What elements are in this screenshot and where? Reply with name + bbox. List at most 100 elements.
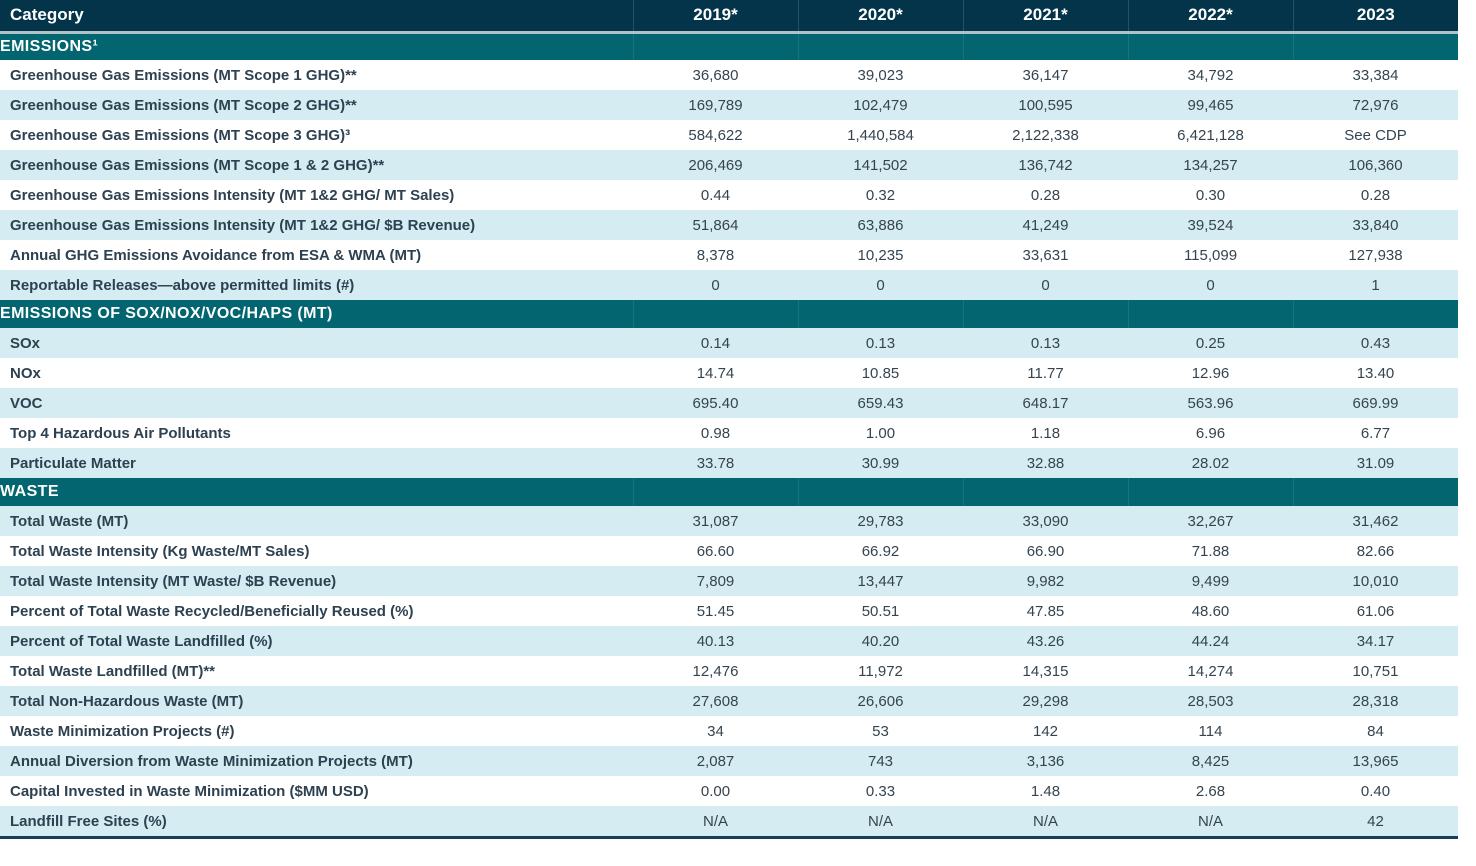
cell-value: 66.90	[1026, 542, 1065, 560]
cell-value: 47.85	[1026, 602, 1065, 620]
cell-value: 100,595	[963, 90, 1128, 120]
row-label: Top 4 Hazardous Air Pollutants	[10, 424, 231, 442]
cell-value: 44.24	[1128, 626, 1293, 656]
row-label: NOx	[10, 364, 41, 382]
table-row: Greenhouse Gas Emissions Intensity (MT 1…	[0, 180, 1458, 210]
cell-value: 0.00	[700, 782, 731, 800]
cell-value: 31,087	[633, 506, 798, 536]
row-label: Percent of Total Waste Landfilled (%)	[0, 626, 633, 656]
cell-value: 8,425	[1128, 746, 1293, 776]
cell-value: 66.92	[861, 542, 900, 560]
cell-value: 659.43	[798, 388, 963, 418]
row-label: Waste Minimization Projects (#)	[10, 722, 235, 740]
row-label: Greenhouse Gas Emissions (MT Scope 1 & 2…	[0, 150, 633, 180]
table-row: Greenhouse Gas Emissions (MT Scope 3 GHG…	[0, 120, 1458, 150]
section-cell	[1292, 478, 1458, 506]
cell-value: 34.17	[1293, 626, 1458, 656]
cell-value: 9,982	[963, 566, 1128, 596]
table-row: Greenhouse Gas Emissions (MT Scope 2 GHG…	[0, 90, 1458, 120]
cell-value: 34	[707, 722, 724, 740]
cell-value: 72,976	[1293, 90, 1458, 120]
table-row: Particulate Matter 33.78 30.99 32.88 28.02 31…	[0, 448, 1458, 478]
cell-value: 48.60	[1191, 602, 1230, 620]
row-label: Greenhouse Gas Emissions (MT Scope 3 GHG…	[10, 126, 351, 144]
cell-value: 31,462	[1293, 506, 1458, 536]
table-row: Capital Invested in Waste Minimization (…	[0, 776, 1458, 806]
cell-value: 169,789	[633, 90, 798, 120]
cell-value: 1	[1293, 270, 1458, 300]
cell-value: 10.85	[861, 364, 900, 382]
cell-value: 28.02	[1128, 448, 1293, 478]
cell-value: 563.96	[1128, 388, 1293, 418]
cell-value: 84	[1367, 722, 1384, 740]
row-label: Total Waste Landfilled (MT)**	[10, 662, 215, 680]
cell-value: 42	[1293, 806, 1458, 836]
section-cell	[1292, 32, 1458, 60]
cell-value: 29,298	[963, 686, 1128, 716]
section-cell	[797, 300, 963, 328]
cell-value: 115,099	[1183, 246, 1238, 264]
table-row: Percent of Total Waste Landfilled (%) 40.…	[0, 626, 1458, 656]
row-label: Greenhouse Gas Emissions Intensity (MT 1…	[0, 210, 633, 240]
row-label: Total Waste Intensity (Kg Waste/MT Sales…	[10, 542, 310, 560]
cell-value: 0.25	[1128, 328, 1293, 358]
cell-value: 0.13	[798, 328, 963, 358]
cell-value: 33.78	[633, 448, 798, 478]
cell-value: 99,465	[1128, 90, 1293, 120]
cell-value: 61.06	[1356, 602, 1395, 620]
cell-value: 40.13	[633, 626, 798, 656]
cell-value: 0.13	[963, 328, 1128, 358]
cell-value: 27,608	[633, 686, 798, 716]
section-title: EMISSIONS¹	[0, 32, 633, 60]
cell-value: 29,783	[798, 506, 963, 536]
table-row: Landfill Free Sites (%) N/A N/A N/A N/A 42	[0, 806, 1458, 836]
cell-value: 30.99	[798, 448, 963, 478]
cell-value: N/A	[798, 806, 963, 836]
row-label: Greenhouse Gas Emissions (MT Scope 2 GHG…	[0, 90, 633, 120]
row-label: Capital Invested in Waste Minimization (…	[10, 782, 369, 800]
cell-value: 102,479	[798, 90, 963, 120]
row-label: SOx	[0, 328, 633, 358]
cell-value: 32.88	[963, 448, 1128, 478]
cell-value: 10,751	[1352, 662, 1399, 680]
table-body: EMISSIONS¹ Greenhouse Gas Emissions (MT S…	[0, 32, 1458, 836]
cell-value: 648.17	[963, 388, 1128, 418]
section-cell	[632, 32, 798, 60]
row-label: Particulate Matter	[0, 448, 633, 478]
cell-value: 33,631	[1022, 246, 1069, 264]
table-row: VOC 695.40 659.43 648.17 563.96 669.99	[0, 388, 1458, 418]
section-cell	[1127, 32, 1293, 60]
cell-value: 26,606	[798, 686, 963, 716]
cell-value: 28,503	[1128, 686, 1293, 716]
cell-value: 36,680	[692, 66, 739, 84]
cell-value: 0.98	[700, 424, 731, 442]
cell-value: 14,315	[1022, 662, 1069, 680]
row-label: Annual Diversion from Waste Minimization…	[0, 746, 633, 776]
cell-value: 1.48	[1030, 782, 1061, 800]
section-header-row: EMISSIONS OF SOX/NOX/VOC/HAPS (MT)	[0, 300, 1458, 328]
cell-value: 0.44	[700, 186, 731, 204]
cell-value: 66.60	[696, 542, 735, 560]
cell-value: 0.14	[633, 328, 798, 358]
cell-value: 82.66	[1356, 542, 1395, 560]
cell-value: 53	[872, 722, 889, 740]
cell-value: 0	[963, 270, 1128, 300]
cell-value: 71.88	[1191, 542, 1230, 560]
table-row: Percent of Total Waste Recycled/Benefici…	[0, 596, 1458, 626]
cell-value: 142	[1032, 722, 1059, 740]
cell-value: N/A	[633, 806, 798, 836]
cell-value: 127,938	[1348, 246, 1403, 264]
cell-value: 669.99	[1293, 388, 1458, 418]
cell-value: 14,274	[1187, 662, 1234, 680]
cell-value: 0	[1128, 270, 1293, 300]
table-row: Total Waste Landfilled (MT)** 12,476 11,97…	[0, 656, 1458, 686]
category-column-header: Category	[0, 0, 633, 32]
cell-value: 206,469	[633, 150, 798, 180]
row-label: VOC	[0, 388, 633, 418]
table-bottom-rule	[0, 836, 1458, 839]
cell-value: 13,447	[798, 566, 963, 596]
section-cell	[962, 478, 1128, 506]
cell-value: 3,136	[963, 746, 1128, 776]
table-row: Top 4 Hazardous Air Pollutants 0.98 1.00 1.…	[0, 418, 1458, 448]
year-column-header: 2019*	[632, 0, 798, 32]
